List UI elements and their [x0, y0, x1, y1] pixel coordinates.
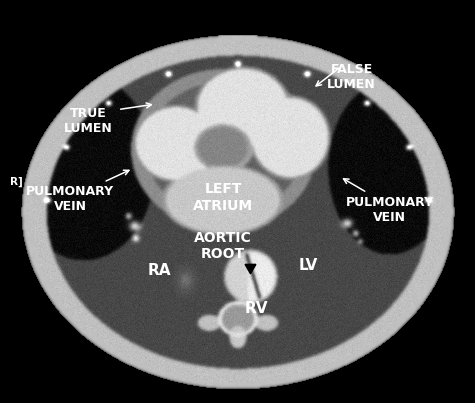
Text: PULMONARY
VEIN: PULMONARY VEIN — [26, 185, 114, 214]
Text: R]: R] — [10, 177, 23, 187]
Text: LV: LV — [299, 258, 318, 274]
Text: RV: RV — [245, 301, 268, 316]
Text: TRUE
LUMEN: TRUE LUMEN — [64, 107, 112, 135]
Text: RA: RA — [147, 262, 171, 278]
Text: LEFT
ATRIUM: LEFT ATRIUM — [193, 183, 253, 212]
Text: PULMONARY
VEIN: PULMONARY VEIN — [345, 195, 434, 224]
Text: FALSE
LUMEN: FALSE LUMEN — [327, 62, 376, 91]
Text: AORTIC
ROOT: AORTIC ROOT — [194, 231, 252, 261]
